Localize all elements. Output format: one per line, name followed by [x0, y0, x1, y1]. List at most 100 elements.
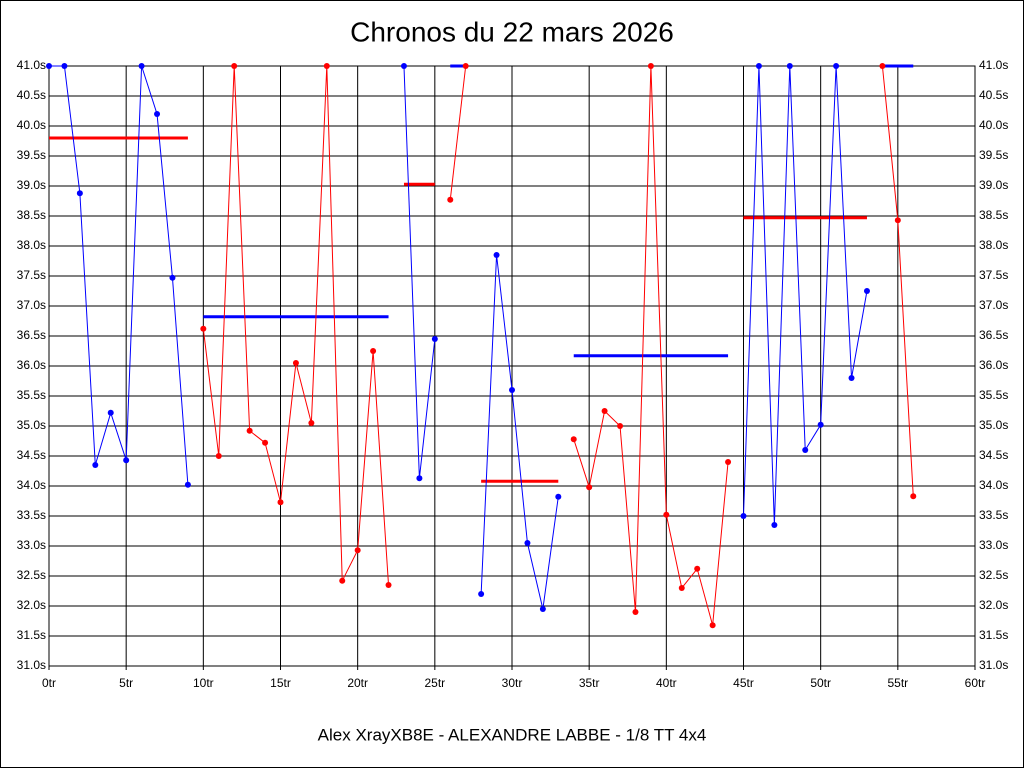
data-point — [231, 63, 238, 69]
data-point — [632, 609, 639, 615]
y-tick-label: 33.5s — [17, 508, 46, 522]
data-point — [709, 622, 716, 629]
y2-tick-label: 38.0s — [979, 238, 1008, 252]
y-tick-label: 34.0s — [17, 478, 46, 492]
x-tick-label: 25tr — [424, 676, 445, 690]
series-line — [480, 254, 559, 610]
data-point — [262, 439, 269, 446]
data-point — [169, 274, 176, 281]
data-point — [76, 190, 83, 197]
y2-tick-label: 37.5s — [979, 268, 1008, 282]
data-point — [431, 336, 438, 342]
x-tick-label: 55tr — [887, 676, 908, 690]
series-line — [449, 65, 467, 200]
y2-tick-label: 37.0s — [979, 298, 1008, 312]
data-point — [200, 325, 207, 332]
data-point — [817, 421, 824, 428]
y-tick-label: 31.0s — [17, 658, 46, 672]
chart-footer: Alex XrayXB8E - ALEXANDRE LABBE - 1/8 TT… — [318, 725, 707, 744]
data-point — [354, 547, 361, 554]
data-point — [863, 288, 870, 294]
data-point — [277, 499, 284, 506]
data-point — [601, 408, 608, 414]
y-tick-label: 38.0s — [17, 238, 46, 252]
data-point — [184, 481, 191, 488]
data-point — [400, 63, 407, 69]
data-point — [215, 453, 222, 459]
x-tick-label: 50tr — [810, 676, 831, 690]
y2-tick-label: 39.5s — [979, 148, 1008, 162]
y-tick-label: 37.0s — [17, 298, 46, 312]
x-tick-label: 20tr — [347, 676, 368, 690]
y-tick-label: 39.0s — [17, 178, 46, 192]
data-point — [694, 565, 701, 572]
x-tick-label: 15tr — [270, 676, 291, 690]
x-tick-label: 10tr — [193, 676, 214, 690]
data-point — [138, 63, 145, 69]
data-point — [586, 484, 593, 491]
data-point — [663, 511, 670, 518]
y2-tick-label: 34.0s — [979, 478, 1008, 492]
data-point — [879, 63, 886, 69]
data-point — [323, 63, 330, 69]
y-tick-label: 37.5s — [17, 268, 46, 282]
data-point — [154, 111, 161, 117]
y2-tick-label: 33.0s — [979, 538, 1008, 552]
y-tick-label: 32.0s — [17, 598, 46, 612]
y2-tick-label: 39.0s — [979, 178, 1008, 192]
data-point — [910, 493, 917, 500]
data-point — [848, 375, 855, 381]
chart-title: Chronos du 22 mars 2026 — [350, 16, 674, 47]
y-tick-label: 36.5s — [17, 328, 46, 342]
data-point — [894, 217, 901, 224]
data-point — [771, 522, 778, 528]
y2-tick-label: 32.5s — [979, 568, 1008, 582]
series-line — [49, 65, 189, 485]
y2-tick-label: 40.0s — [979, 118, 1008, 132]
y2-tick-label: 35.0s — [979, 418, 1008, 432]
y-tick-label: 40.5s — [17, 88, 46, 102]
x-tick-label: 30tr — [502, 676, 523, 690]
y-tick-label: 33.0s — [17, 538, 46, 552]
data-point — [570, 436, 577, 443]
y-tick-label: 40.0s — [17, 118, 46, 132]
y2-tick-label: 31.5s — [979, 628, 1008, 642]
y2-tick-label: 41.0s — [979, 58, 1008, 72]
data-point — [539, 606, 546, 612]
data-point — [123, 457, 130, 464]
data-point — [493, 252, 500, 258]
y2-tick-label: 40.5s — [979, 88, 1008, 102]
data-point — [107, 409, 114, 416]
data-point — [647, 63, 654, 69]
data-point — [61, 63, 68, 69]
y2-tick-label: 33.5s — [979, 508, 1008, 522]
data-point — [678, 585, 685, 591]
x-tick-label: 40tr — [656, 676, 677, 690]
y-tick-label: 38.5s — [17, 208, 46, 222]
data-point — [555, 493, 562, 500]
y-tick-label: 36.0s — [17, 358, 46, 372]
y2-tick-label: 35.5s — [979, 388, 1008, 402]
data-point — [462, 63, 469, 69]
x-tick-label: 60tr — [965, 676, 986, 690]
data-point — [46, 63, 52, 69]
x-tick-label: 45tr — [733, 676, 754, 690]
data-point — [339, 577, 346, 584]
data-point — [246, 427, 253, 434]
data-point — [385, 582, 392, 588]
data-point — [416, 475, 423, 482]
y-tick-label: 31.5s — [17, 628, 46, 642]
x-tick-label: 0tr — [42, 676, 56, 690]
y2-tick-label: 31.0s — [979, 658, 1008, 672]
data-point — [786, 63, 793, 69]
y2-tick-label: 32.0s — [979, 598, 1008, 612]
data-point — [292, 360, 299, 366]
data-point — [308, 420, 315, 426]
y2-tick-label: 36.0s — [979, 358, 1008, 372]
y-tick-label: 32.5s — [17, 568, 46, 582]
data-point — [478, 591, 485, 597]
y2-tick-label: 38.5s — [979, 208, 1008, 222]
data-point — [447, 196, 454, 203]
data-point — [370, 348, 377, 354]
